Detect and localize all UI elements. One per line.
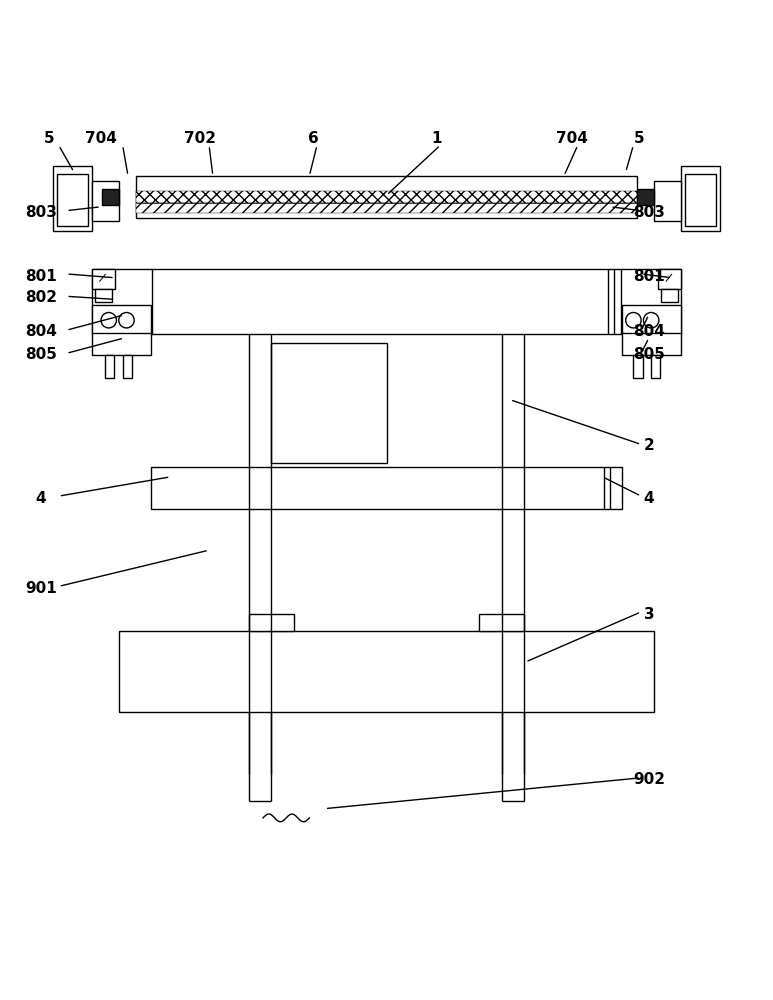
Text: 3: 3 <box>644 607 654 622</box>
Bar <box>92 269 115 289</box>
Text: 801: 801 <box>25 269 56 284</box>
Bar <box>152 269 621 334</box>
Text: 902: 902 <box>633 772 665 787</box>
Text: 5: 5 <box>635 131 645 146</box>
Text: 801: 801 <box>633 269 665 284</box>
Bar <box>681 166 720 231</box>
Bar <box>621 333 681 355</box>
Bar <box>92 305 152 334</box>
Text: 702: 702 <box>184 131 216 146</box>
Bar <box>105 355 114 378</box>
Text: 5: 5 <box>44 131 55 146</box>
Text: 704: 704 <box>556 131 587 146</box>
Bar <box>123 355 132 378</box>
Text: 805: 805 <box>633 347 665 362</box>
Bar <box>136 191 637 203</box>
Bar <box>637 189 654 205</box>
Text: 804: 804 <box>633 324 665 339</box>
Text: 704: 704 <box>85 131 117 146</box>
Bar <box>621 269 681 334</box>
Bar <box>249 614 294 631</box>
Text: 2: 2 <box>643 438 654 453</box>
Bar <box>621 305 681 334</box>
Text: 803: 803 <box>25 205 56 220</box>
Text: 803: 803 <box>633 205 665 220</box>
Bar <box>651 355 660 378</box>
Bar <box>92 333 152 355</box>
Bar <box>92 181 119 221</box>
Text: 1: 1 <box>431 131 442 146</box>
Bar <box>658 269 681 289</box>
Text: 4: 4 <box>36 491 46 506</box>
Bar <box>136 176 637 218</box>
Bar <box>92 269 152 334</box>
Bar <box>479 614 524 631</box>
Bar <box>95 289 112 302</box>
Text: 802: 802 <box>25 290 57 305</box>
Text: 804: 804 <box>25 324 56 339</box>
Text: 6: 6 <box>308 131 318 146</box>
Bar <box>102 189 119 205</box>
Text: 4: 4 <box>644 491 654 506</box>
Bar <box>271 343 386 463</box>
Bar <box>654 181 681 221</box>
Text: 805: 805 <box>25 347 56 362</box>
Text: 901: 901 <box>25 581 56 596</box>
Bar <box>633 355 642 378</box>
Bar <box>136 203 637 213</box>
Bar <box>685 174 716 226</box>
Bar <box>661 289 678 302</box>
Bar <box>152 467 621 509</box>
Bar <box>57 174 88 226</box>
Bar <box>119 631 654 712</box>
Bar <box>53 166 92 231</box>
